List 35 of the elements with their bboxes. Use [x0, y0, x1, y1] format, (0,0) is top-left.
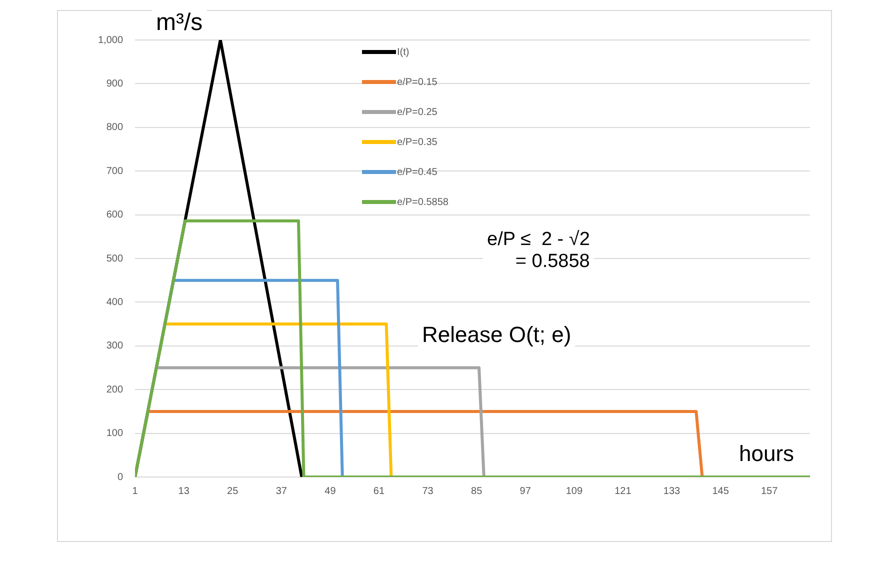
y-tick-label: 500: [106, 253, 124, 264]
y-tick-label: 300: [106, 340, 124, 352]
annotation: e/P ≤ 2 - √2 = 0.5858: [483, 229, 594, 273]
legend-label: e/P=0.15: [397, 76, 438, 88]
legend-label: I(t): [397, 46, 410, 58]
y-tick-label: 700: [106, 166, 124, 177]
legend-label: e/P=0.25: [397, 106, 438, 118]
y-tick-label: 0: [117, 472, 124, 483]
y-axis-title: m³/s: [152, 9, 207, 37]
x-tick-label: 85: [471, 486, 483, 497]
x-axis-title: hours: [735, 441, 798, 467]
legend-label: e/P=0.35: [397, 136, 438, 148]
x-tick-label: 1: [132, 486, 138, 497]
x-tick-label: 133: [663, 486, 681, 497]
x-tick-label: 109: [566, 486, 583, 497]
x-tick-label: 25: [227, 486, 239, 497]
y-tick-label: 900: [106, 78, 124, 90]
x-tick-label: 97: [520, 486, 532, 497]
x-tick-label: 73: [422, 486, 434, 497]
x-tick-label: 49: [324, 486, 336, 497]
x-tick-label: 13: [178, 486, 190, 497]
x-tick-label: 121: [614, 486, 632, 497]
y-tick-label: 400: [106, 296, 124, 308]
y-tick-label: 800: [106, 122, 124, 134]
y-tick-label: 600: [106, 210, 124, 221]
y-tick-label: 1,000: [98, 34, 124, 46]
y-tick-label: 200: [106, 384, 124, 396]
legend-label: e/P=0.45: [397, 166, 438, 178]
x-tick-label: 145: [712, 486, 730, 497]
annotation: Release O(t; e): [418, 322, 576, 348]
y-tick-label: 100: [106, 428, 124, 440]
x-tick-label: 157: [760, 486, 778, 497]
legend-label: e/P=0.5858: [397, 196, 448, 208]
x-tick-label: 37: [276, 486, 288, 497]
x-tick-label: 61: [373, 486, 385, 497]
